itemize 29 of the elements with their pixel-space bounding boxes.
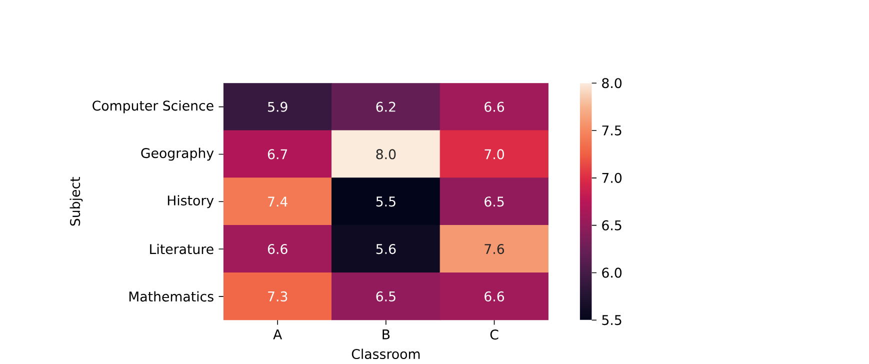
y-tick-label: History bbox=[168, 195, 214, 208]
color-bar-label: 8.0 bbox=[602, 78, 622, 88]
x-tick-label: C bbox=[490, 330, 498, 340]
data-label: 6.6 bbox=[484, 102, 504, 112]
data-label: 7.3 bbox=[268, 292, 288, 302]
y-tick-label: Geography bbox=[141, 148, 214, 161]
y-axis-title: Subject bbox=[70, 177, 83, 226]
color-bar-label: 7.5 bbox=[602, 126, 622, 136]
y-tick-label: Computer Science bbox=[92, 100, 214, 114]
color-bar-label: 7.0 bbox=[602, 173, 622, 184]
y-tick-label: Mathematics bbox=[129, 292, 214, 302]
data-label: 7.4 bbox=[268, 197, 288, 207]
data-label: 6.7 bbox=[268, 149, 288, 160]
data-label: 5.5 bbox=[376, 196, 396, 207]
color-bar-label: 5.5 bbox=[602, 315, 622, 326]
color-bar-label: 6.5 bbox=[602, 220, 622, 231]
x-axis-title: Classroom bbox=[352, 348, 420, 360]
x-tick-label: A bbox=[273, 330, 282, 340]
data-label: 5.6 bbox=[376, 244, 396, 254]
data-label: 8.0 bbox=[376, 149, 396, 160]
data-label: 6.6 bbox=[484, 292, 504, 302]
y-tick-label: Literature bbox=[150, 244, 214, 254]
data-label: 7.6 bbox=[484, 244, 504, 254]
data-label: 5.9 bbox=[268, 102, 288, 112]
color-bar-label: 6.0 bbox=[602, 268, 622, 278]
data-label: 6.5 bbox=[484, 196, 504, 207]
data-label: 6.2 bbox=[376, 102, 396, 112]
data-label: 6.6 bbox=[268, 244, 288, 254]
x-tick-label: B bbox=[382, 330, 390, 340]
